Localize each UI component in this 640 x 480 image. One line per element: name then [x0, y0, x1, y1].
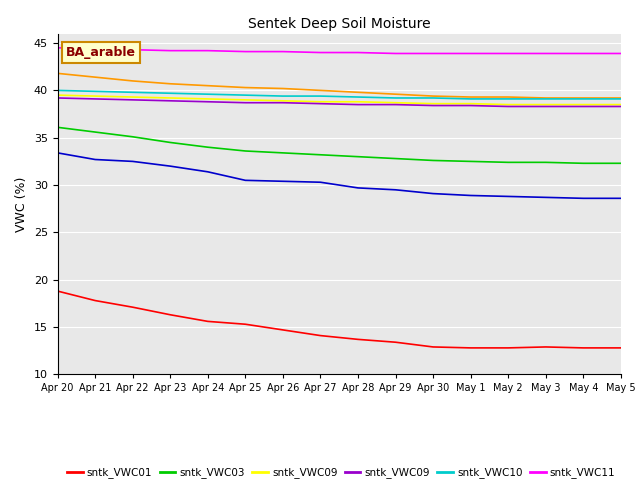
Text: BA_arable: BA_arable	[66, 46, 136, 59]
Y-axis label: VWC (%): VWC (%)	[15, 176, 28, 232]
Title: Sentek Deep Soil Moisture: Sentek Deep Soil Moisture	[248, 17, 431, 31]
Legend: sntk_VWC01, sntk_VWC02, sntk_VWC03, sntk_VWC06, sntk_VWC09, sntk_VWC09, sntk_VWC: sntk_VWC01, sntk_VWC02, sntk_VWC03, sntk…	[63, 463, 620, 480]
